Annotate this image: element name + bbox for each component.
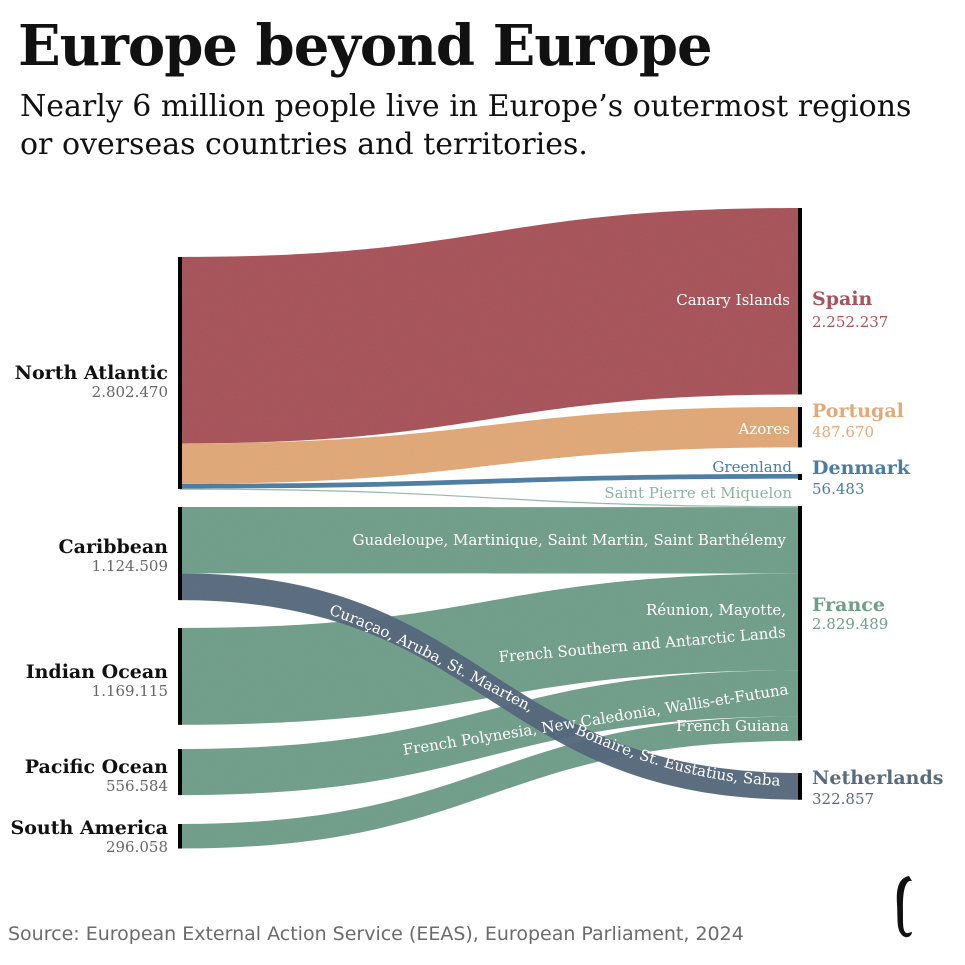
flow-saint-pierre-et-miquelon: [180, 488, 800, 508]
target-bar-netherlands: [798, 773, 802, 800]
target-bar-denmark: [798, 474, 802, 480]
flow-french-guiana: [180, 716, 800, 849]
flow-label-guadeloupe: Guadeloupe, Martinique, Saint Martin, Sa…: [352, 531, 786, 549]
source-value: 296.058: [106, 838, 168, 856]
flow-azores: [180, 407, 800, 484]
source-label-caribbean: Caribbean 1.124.509: [59, 536, 169, 575]
flow-label-saint-pierre: Saint Pierre et Miquelon: [604, 484, 792, 502]
source-name: Caribbean: [59, 536, 169, 558]
flow-label-canary-islands: Canary Islands: [676, 291, 790, 309]
target-label-netherlands: Netherlands 322.857: [812, 767, 943, 808]
source-value: 1.124.509: [92, 557, 168, 575]
source-value: 1.169.115: [92, 682, 168, 700]
target-bar-spain: [798, 208, 802, 395]
node-bars-group: [178, 208, 802, 849]
flow-label-reunion-line1: Réunion, Mayotte,: [646, 601, 786, 619]
source-bar-indian-ocean: [178, 628, 182, 725]
target-value: 56.483: [812, 480, 865, 498]
flow-french-polynesia: [180, 670, 800, 796]
source-name: South America: [11, 817, 168, 839]
source-label-south-america: South America 296.058: [11, 817, 168, 856]
source-note: Source: European External Action Service…: [8, 923, 744, 945]
flow-curac-ao: [180, 573, 800, 800]
source-bar-south-america: [178, 824, 182, 849]
flow-re-union: [180, 573, 800, 725]
target-name: France: [812, 594, 885, 616]
flow-guadeloupe: [180, 507, 800, 574]
chart-title: Europe beyond Europe: [18, 13, 713, 79]
target-name: Spain: [812, 288, 873, 310]
target-label-portugal: Portugal 487.670: [812, 400, 904, 441]
flow-label-french-guiana: French Guiana: [676, 717, 789, 735]
target-label-spain: Spain 2.252.237: [812, 288, 888, 331]
target-value: 487.670: [812, 423, 874, 441]
target-label-denmark: Denmark 56.483: [812, 457, 911, 498]
source-label-pacific-ocean: Pacific Ocean 556.584: [25, 756, 168, 795]
flows-group: [180, 208, 800, 849]
flow-canary-islands: [180, 208, 800, 444]
source-name: Indian Ocean: [26, 661, 168, 683]
target-value: 2.252.237: [812, 313, 888, 331]
source-name: North Atlantic: [15, 362, 168, 384]
source-name: Pacific Ocean: [25, 756, 168, 778]
target-name: Netherlands: [812, 767, 943, 789]
target-value: 322.857: [812, 790, 874, 808]
target-name: Portugal: [812, 400, 904, 422]
source-bar-caribbean: [178, 507, 182, 601]
chart-subtitle: Nearly 6 million people live in Europe’s…: [20, 89, 912, 162]
source-bar-north-atlantic: [178, 257, 182, 489]
target-value: 2.829.489: [812, 615, 888, 633]
source-bar-pacific-ocean: [178, 749, 182, 796]
target-name: Denmark: [812, 457, 911, 479]
target-label-france: France 2.829.489: [812, 594, 888, 633]
target-bar-portugal: [798, 407, 802, 448]
source-value: 556.584: [106, 777, 168, 795]
flow-label-greenland: Greenland: [712, 458, 792, 476]
source-label-indian-ocean: Indian Ocean 1.169.115: [26, 661, 168, 700]
source-label-north-atlantic: North Atlantic 2.802.470: [15, 362, 168, 401]
flow-greenland: [180, 474, 800, 489]
publisher-logo-icon: [896, 876, 912, 938]
source-value: 2.802.470: [92, 383, 168, 401]
flow-label-azores: Azores: [737, 420, 790, 438]
target-bar-france: [798, 506, 802, 741]
